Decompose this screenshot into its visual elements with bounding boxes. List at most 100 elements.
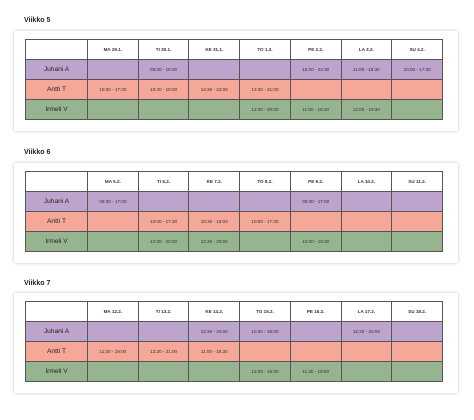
shift-cell[interactable]: [87, 211, 139, 232]
shift-cell[interactable]: [87, 361, 139, 382]
shift-cell[interactable]: 11:30 - 19:00: [289, 361, 342, 382]
week-schedule-card: MA 12.2. TI 13.2. KE 14.2. TO 15.2. PE 1…: [14, 293, 458, 393]
shift-cell[interactable]: 10:30 - 18:00: [188, 211, 241, 232]
shift-cell[interactable]: [391, 211, 443, 232]
shift-cell[interactable]: 12:30 - 20:00: [137, 231, 190, 252]
shift-cell[interactable]: [340, 231, 393, 252]
header-corner: [25, 39, 88, 60]
day-header: PE 16.2.: [289, 301, 342, 322]
shift-cell[interactable]: [239, 191, 291, 212]
shift-cell[interactable]: 10:30 - 18:00: [137, 79, 190, 100]
shift-cell[interactable]: 12:30 - 20:00: [239, 99, 291, 120]
shift-cell[interactable]: 12:00 - 19:30: [239, 361, 291, 382]
shift-cell[interactable]: 10:00 - 17:30: [137, 211, 190, 232]
header-corner: [25, 171, 88, 192]
shift-cell[interactable]: [289, 211, 342, 232]
shift-cell[interactable]: 09:30 - 17:00: [289, 191, 342, 212]
employee-row-irmeli: Irmeli V 12:30 - 20:00 12:30 - 20:00 12:…: [25, 231, 443, 252]
shift-cell[interactable]: [391, 191, 443, 212]
day-header-row: MA 5.2. TI 6.2. KE 7.2. TO 8.2. PE 9.2. …: [25, 171, 443, 192]
employee-name: Juhani A: [25, 59, 88, 80]
shift-cell[interactable]: [340, 211, 393, 232]
shift-cell[interactable]: 11:30 - 19:00: [87, 341, 139, 362]
day-header: KE 31.1.: [188, 39, 241, 60]
shift-cell[interactable]: [188, 191, 241, 212]
employee-row-juhani: Juhani A 12:30 - 20:00 10:30 - 18:00 12:…: [25, 321, 443, 342]
employee-name: Irmeli V: [25, 361, 88, 382]
shift-cell[interactable]: 10:00 - 17:30: [87, 79, 139, 100]
shift-cell[interactable]: 12:30 - 20:00: [188, 321, 241, 342]
week-title: Viikko 5: [24, 17, 51, 24]
day-header: TO 15.2.: [239, 301, 291, 322]
day-header: TI 13.2.: [137, 301, 190, 322]
shift-cell[interactable]: 08:30 - 16:00: [137, 59, 190, 80]
shift-cell[interactable]: [289, 79, 342, 100]
shift-cell[interactable]: [188, 361, 241, 382]
shift-cell[interactable]: 10:00 - 17:30: [391, 59, 443, 80]
shift-cell[interactable]: [340, 361, 393, 382]
week-schedule-card: MA 5.2. TI 6.2. KE 7.2. TO 8.2. PE 9.2. …: [14, 163, 458, 263]
shift-cell[interactable]: [391, 321, 443, 342]
day-header: SU 11.2.: [391, 171, 443, 192]
shift-cell[interactable]: [391, 231, 443, 252]
employee-name: Antti T: [25, 79, 88, 100]
shift-cell[interactable]: 10:00 - 17:30: [239, 211, 291, 232]
day-header: KE 7.2.: [188, 171, 241, 192]
shift-cell[interactable]: [239, 59, 291, 80]
day-header: TI 6.2.: [137, 171, 190, 192]
employee-row-antti: Antti T 11:30 - 19:00 13:30 - 21:00 11:0…: [25, 341, 443, 362]
shift-cell[interactable]: [391, 361, 443, 382]
shift-cell[interactable]: [87, 59, 139, 80]
shift-cell[interactable]: 13:30 - 21:00: [137, 341, 190, 362]
shift-cell[interactable]: [340, 191, 393, 212]
employee-row-irmeli: Irmeli V 12:30 - 20:00 11:00 - 18:30 12:…: [25, 99, 443, 120]
day-header: MA 5.2.: [87, 171, 139, 192]
shift-cell[interactable]: [340, 341, 393, 362]
employee-name: Juhani A: [25, 321, 88, 342]
employee-name: Antti T: [25, 341, 88, 362]
shift-cell[interactable]: 11:00 - 18:30: [188, 341, 241, 362]
employee-name: Antti T: [25, 211, 88, 232]
employee-row-antti: Antti T 10:00 - 17:30 10:30 - 18:00 14:3…: [25, 79, 443, 100]
shift-cell[interactable]: [239, 341, 291, 362]
shift-cell[interactable]: [239, 231, 291, 252]
employee-row-antti: Antti T 10:00 - 17:30 10:30 - 18:00 10:0…: [25, 211, 443, 232]
shift-cell[interactable]: [289, 341, 342, 362]
shift-cell[interactable]: 11:00 - 18:30: [340, 59, 393, 80]
shift-cell[interactable]: [137, 361, 190, 382]
shift-cell[interactable]: [87, 99, 139, 120]
shift-cell[interactable]: 12:30 - 20:00: [188, 231, 241, 252]
week-schedule-card: MA 29.1. TI 30.1. KE 31.1. TO 1.2. PE 2.…: [14, 31, 458, 131]
shift-cell[interactable]: 15:00 - 22:30: [289, 59, 342, 80]
day-header: PE 2.2.: [289, 39, 342, 60]
shift-cell[interactable]: [87, 231, 139, 252]
shift-cell[interactable]: [391, 79, 443, 100]
shift-cell[interactable]: [391, 341, 443, 362]
shift-cell[interactable]: [137, 99, 190, 120]
shift-cell[interactable]: [188, 99, 241, 120]
day-header: LA 10.2.: [340, 171, 393, 192]
employee-name: Juhani A: [25, 191, 88, 212]
shift-cell[interactable]: [340, 79, 393, 100]
day-header: SU 18.2.: [391, 301, 443, 322]
shift-cell[interactable]: 09:30 - 17:00: [87, 191, 139, 212]
day-header: MA 12.2.: [87, 301, 139, 322]
shift-cell[interactable]: 12:00 - 19:30: [340, 99, 393, 120]
employee-name: Irmeli V: [25, 99, 88, 120]
shift-cell[interactable]: 10:30 - 18:00: [239, 321, 291, 342]
employee-row-juhani: Juhani A 08:30 - 16:00 15:00 - 22:30 11:…: [25, 59, 443, 80]
shift-cell[interactable]: 13:30 - 21:00: [239, 79, 291, 100]
shift-cell[interactable]: [87, 321, 139, 342]
shift-cell[interactable]: [137, 191, 190, 212]
shift-cell[interactable]: 11:00 - 18:30: [289, 99, 342, 120]
day-header-row: MA 12.2. TI 13.2. KE 14.2. TO 15.2. PE 1…: [25, 301, 443, 322]
day-header: SU 4.2.: [391, 39, 443, 60]
shift-cell[interactable]: 12:00 - 19:30: [289, 231, 342, 252]
shift-cell[interactable]: [391, 99, 443, 120]
shift-cell[interactable]: 12:30 - 20:00: [340, 321, 393, 342]
shift-cell[interactable]: [188, 59, 241, 80]
day-header: LA 3.2.: [340, 39, 393, 60]
shift-cell[interactable]: 14:30 - 22:00: [188, 79, 241, 100]
shift-cell[interactable]: [289, 321, 342, 342]
shift-cell[interactable]: [137, 321, 190, 342]
